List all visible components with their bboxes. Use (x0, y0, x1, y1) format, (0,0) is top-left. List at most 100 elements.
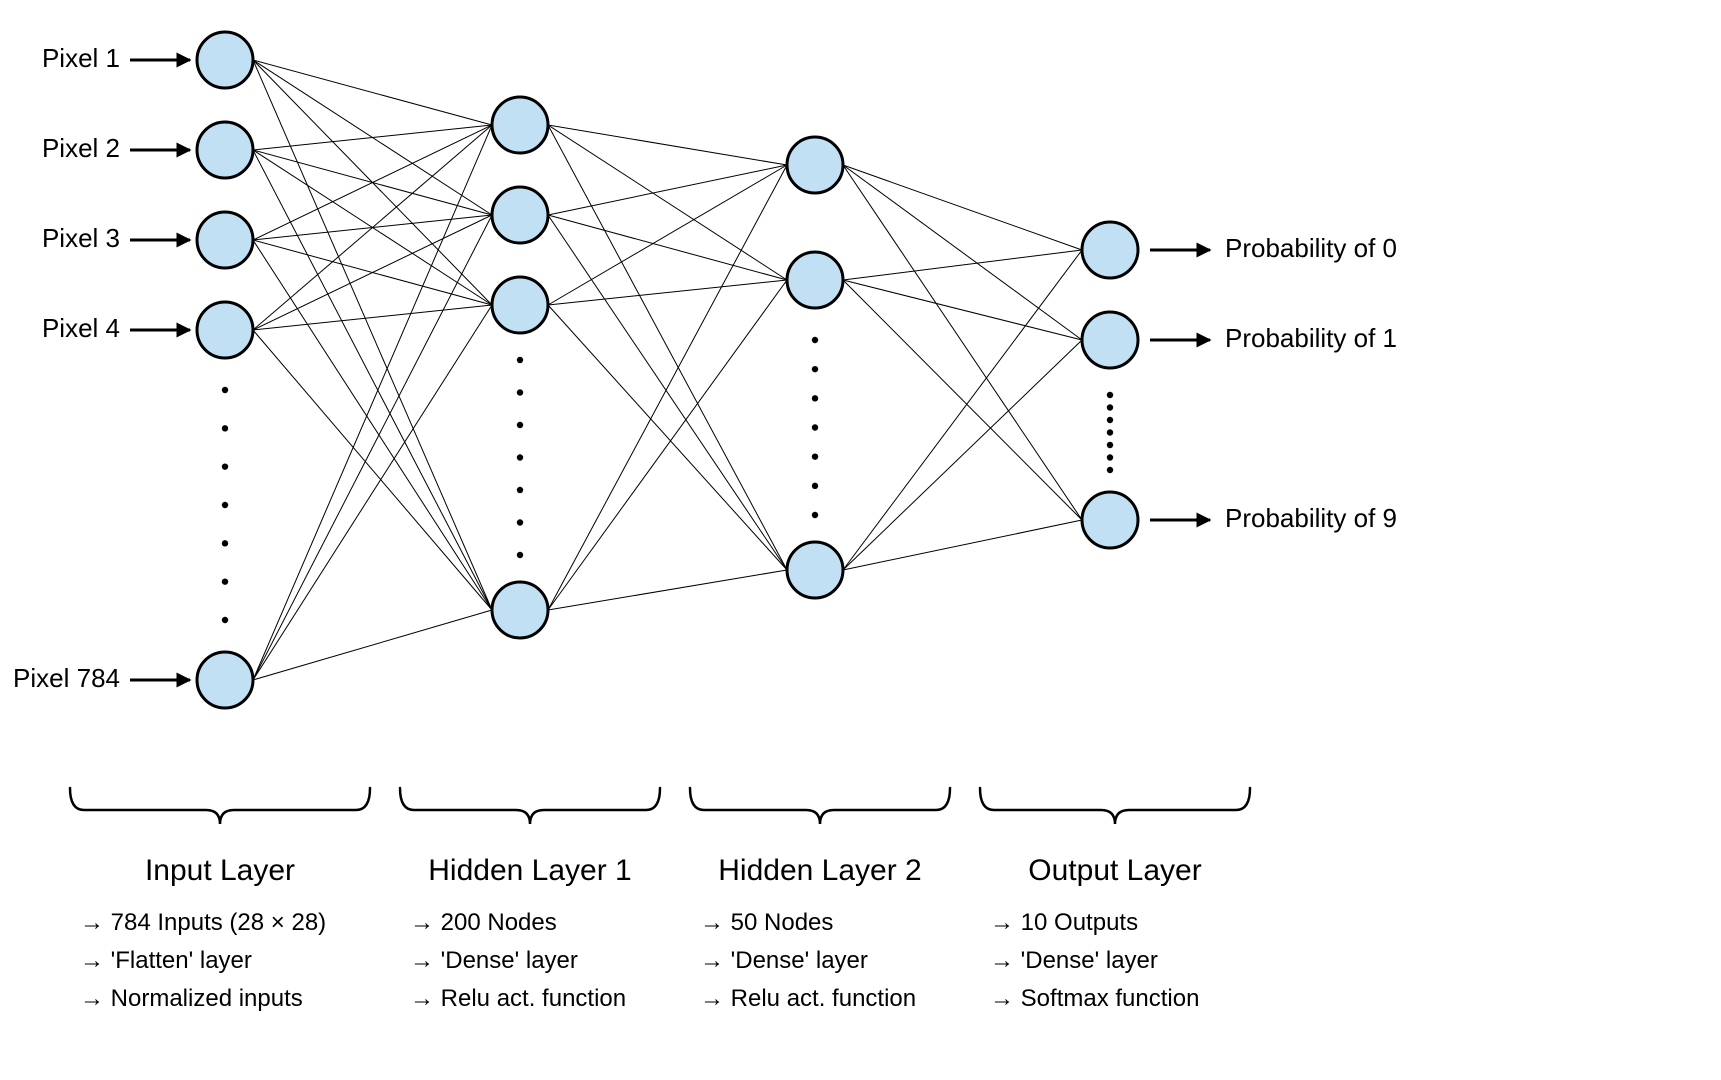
edge (843, 280, 1082, 520)
neuron-node (787, 252, 843, 308)
layer-detail: → 200 Nodes (410, 909, 557, 936)
neuron-node (1082, 222, 1138, 278)
edge (253, 125, 492, 680)
ellipsis-dot (1107, 429, 1113, 435)
ellipsis-dot (1107, 404, 1113, 410)
edge (253, 330, 492, 610)
edge (548, 570, 787, 610)
ellipsis-dot (517, 389, 523, 395)
neuron-node (787, 137, 843, 193)
ellipsis-dot (1107, 442, 1113, 448)
edge (253, 60, 492, 125)
output-label: Probability of 0 (1225, 233, 1397, 263)
edge (548, 125, 787, 280)
neural-network-diagram: Pixel 1Pixel 2Pixel 3Pixel 4Pixel 784Inp… (0, 0, 1721, 1080)
edge (548, 125, 787, 165)
edge (253, 125, 492, 150)
layer-detail: → 'Dense' layer (700, 947, 868, 974)
edge (843, 165, 1082, 250)
ellipsis-dot (222, 540, 228, 546)
ellipsis-dot (222, 502, 228, 508)
ellipsis-dot (1107, 392, 1113, 398)
neuron-node (197, 32, 253, 88)
neuron-node (492, 277, 548, 333)
edge (843, 250, 1082, 280)
edge (843, 280, 1082, 340)
layer-brace (70, 788, 370, 824)
layer-title: Hidden Layer 1 (428, 854, 631, 887)
ellipsis-dot (517, 487, 523, 493)
edge (843, 165, 1082, 520)
ellipsis-dot (812, 453, 818, 459)
edge (843, 520, 1082, 570)
output-label: Probability of 9 (1225, 503, 1397, 533)
ellipsis-dot (222, 387, 228, 393)
edge (548, 165, 787, 215)
edge (253, 610, 492, 680)
ellipsis-dot (517, 519, 523, 525)
edge (843, 340, 1082, 570)
neuron-node (1082, 492, 1138, 548)
input-label: Pixel 1 (42, 43, 120, 73)
layer-title: Hidden Layer 2 (718, 854, 921, 887)
ellipsis-dot (812, 512, 818, 518)
neuron-node (1082, 312, 1138, 368)
layer-detail: → Softmax function (990, 985, 1199, 1012)
edges-group (253, 60, 1082, 680)
layer-hidden2: Hidden Layer 2 → 50 Nodes → 'Dense' layer →… (690, 137, 950, 1012)
edge (548, 125, 787, 570)
ellipsis-dot (1107, 417, 1113, 423)
layer-hidden1: Hidden Layer 1 → 200 Nodes → 'Dense' layer… (400, 97, 660, 1012)
layer-detail: → 10 Outputs (990, 909, 1138, 936)
ellipsis-dot (1107, 454, 1113, 460)
ellipsis-dot (812, 424, 818, 430)
layer-detail: → 'Flatten' layer (80, 947, 252, 974)
edge (253, 215, 492, 680)
edge (253, 125, 492, 330)
ellipsis-dot (812, 337, 818, 343)
ellipsis-dot (517, 357, 523, 363)
layer-title: Input Layer (145, 854, 295, 887)
ellipsis-dot (812, 366, 818, 372)
layer-detail: → 784 Inputs (28 × 28) (80, 909, 326, 936)
layer-detail: → 50 Nodes (700, 909, 833, 936)
input-label: Pixel 4 (42, 313, 120, 343)
edge (548, 215, 787, 570)
layer-detail: → Relu act. function (410, 985, 626, 1012)
input-label: Pixel 2 (42, 133, 120, 163)
neuron-node (197, 122, 253, 178)
layer-title: Output Layer (1028, 854, 1201, 887)
output-label: Probability of 1 (1225, 323, 1397, 353)
neuron-node (197, 302, 253, 358)
ellipsis-dot (222, 578, 228, 584)
layer-input: Pixel 1Pixel 2Pixel 3Pixel 4Pixel 784Inp… (13, 32, 370, 1012)
edge (548, 165, 787, 610)
edge (253, 215, 492, 330)
layer-output: Probability of 0 Probability of 1 Probabil… (980, 222, 1397, 1012)
edge (253, 305, 492, 680)
edge (253, 305, 492, 330)
ellipsis-dot (222, 425, 228, 431)
layer-brace (690, 788, 950, 824)
neuron-node (492, 582, 548, 638)
edge (548, 215, 787, 280)
input-label: Pixel 784 (13, 663, 120, 693)
layer-brace (400, 788, 660, 824)
layer-detail: → 'Dense' layer (410, 947, 578, 974)
ellipsis-dot (517, 422, 523, 428)
neuron-node (787, 542, 843, 598)
ellipsis-dot (812, 483, 818, 489)
ellipsis-dot (517, 454, 523, 460)
edge (548, 280, 787, 610)
edge (548, 305, 787, 570)
neuron-node (197, 212, 253, 268)
layer-detail: → Normalized inputs (80, 985, 303, 1012)
ellipsis-dot (1107, 467, 1113, 473)
ellipsis-dot (222, 463, 228, 469)
ellipsis-dot (812, 395, 818, 401)
layer-detail: → Relu act. function (700, 985, 916, 1012)
edge (843, 165, 1082, 340)
neuron-node (197, 652, 253, 708)
neuron-node (492, 97, 548, 153)
ellipsis-dot (517, 552, 523, 558)
